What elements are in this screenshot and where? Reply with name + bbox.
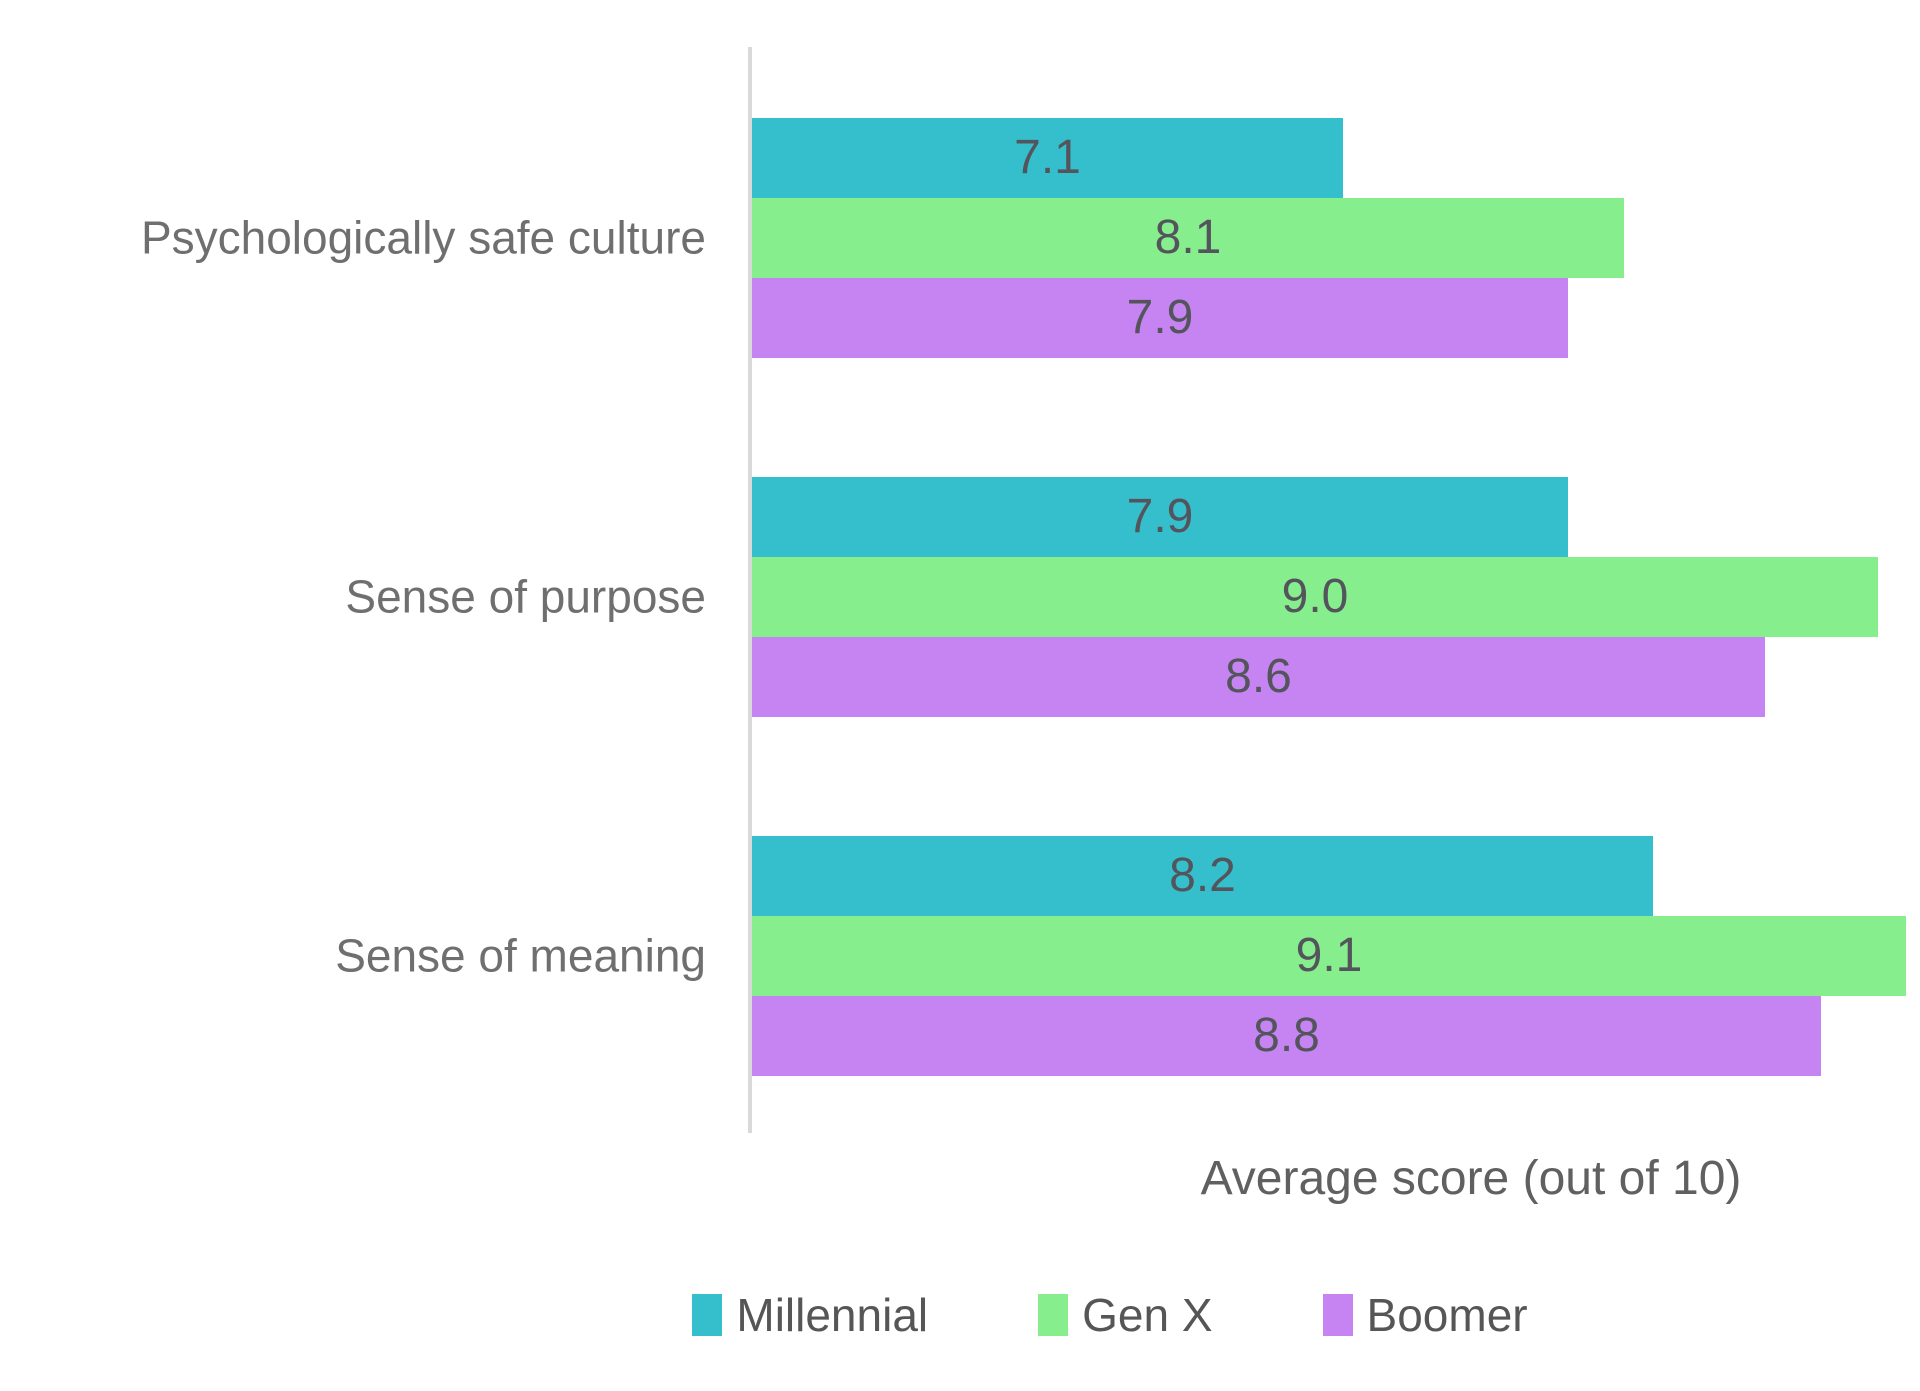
bar-value-label: 7.9	[1126, 291, 1194, 344]
bar-value-label: 9.1	[1295, 929, 1363, 982]
legend-swatch-icon	[1038, 1294, 1069, 1336]
bar-value-label: 9.0	[1281, 570, 1349, 623]
legend-swatch-icon	[1322, 1294, 1353, 1336]
y-axis-line	[748, 47, 752, 1133]
bar-boomer: 8.8	[752, 996, 1821, 1076]
bar-millennial: 7.9	[752, 477, 1568, 557]
legend: Millennial Gen X Boomer	[150, 1292, 1920, 1338]
bar-group: 8.2 9.1 8.8	[752, 836, 1920, 1076]
legend-item-millennial: Millennial	[692, 1292, 928, 1338]
bar-group: 7.1 8.1 7.9	[752, 118, 1920, 358]
bar-boomer: 7.9	[752, 278, 1568, 358]
bar-value-label: 7.9	[1126, 490, 1194, 543]
category-label: Psychologically safe culture	[140, 211, 706, 264]
bar-value-label: 8.8	[1253, 1009, 1320, 1062]
legend-swatch-icon	[692, 1294, 723, 1336]
bar-value-label: 8.1	[1154, 211, 1222, 264]
bar-group: 7.9 9.0 8.6	[752, 477, 1920, 717]
bar-gen-x: 9.0	[752, 557, 1878, 637]
bar-millennial: 7.1	[752, 118, 1343, 198]
bar-value-label: 7.1	[1014, 131, 1081, 184]
bar-boomer: 8.6	[752, 637, 1765, 717]
legend-item-boomer: Boomer	[1322, 1289, 1528, 1341]
x-axis-title: Average score (out of 10)	[1200, 1152, 1742, 1205]
legend-label: Boomer	[1366, 1289, 1528, 1341]
bar-gen-x: 8.1	[752, 198, 1624, 278]
bar-millennial: 8.2	[752, 836, 1653, 916]
legend-label: Millennial	[736, 1289, 929, 1341]
legend-item-gen-x: Gen X	[1038, 1289, 1213, 1341]
bar-value-label: 8.6	[1225, 650, 1292, 703]
category-label: Sense of purpose	[345, 570, 706, 623]
bar-gen-x: 9.1	[752, 916, 1906, 996]
legend-label: Gen X	[1082, 1289, 1213, 1341]
bar-value-label: 8.2	[1169, 849, 1236, 902]
category-label: Sense of meaning	[335, 929, 706, 982]
